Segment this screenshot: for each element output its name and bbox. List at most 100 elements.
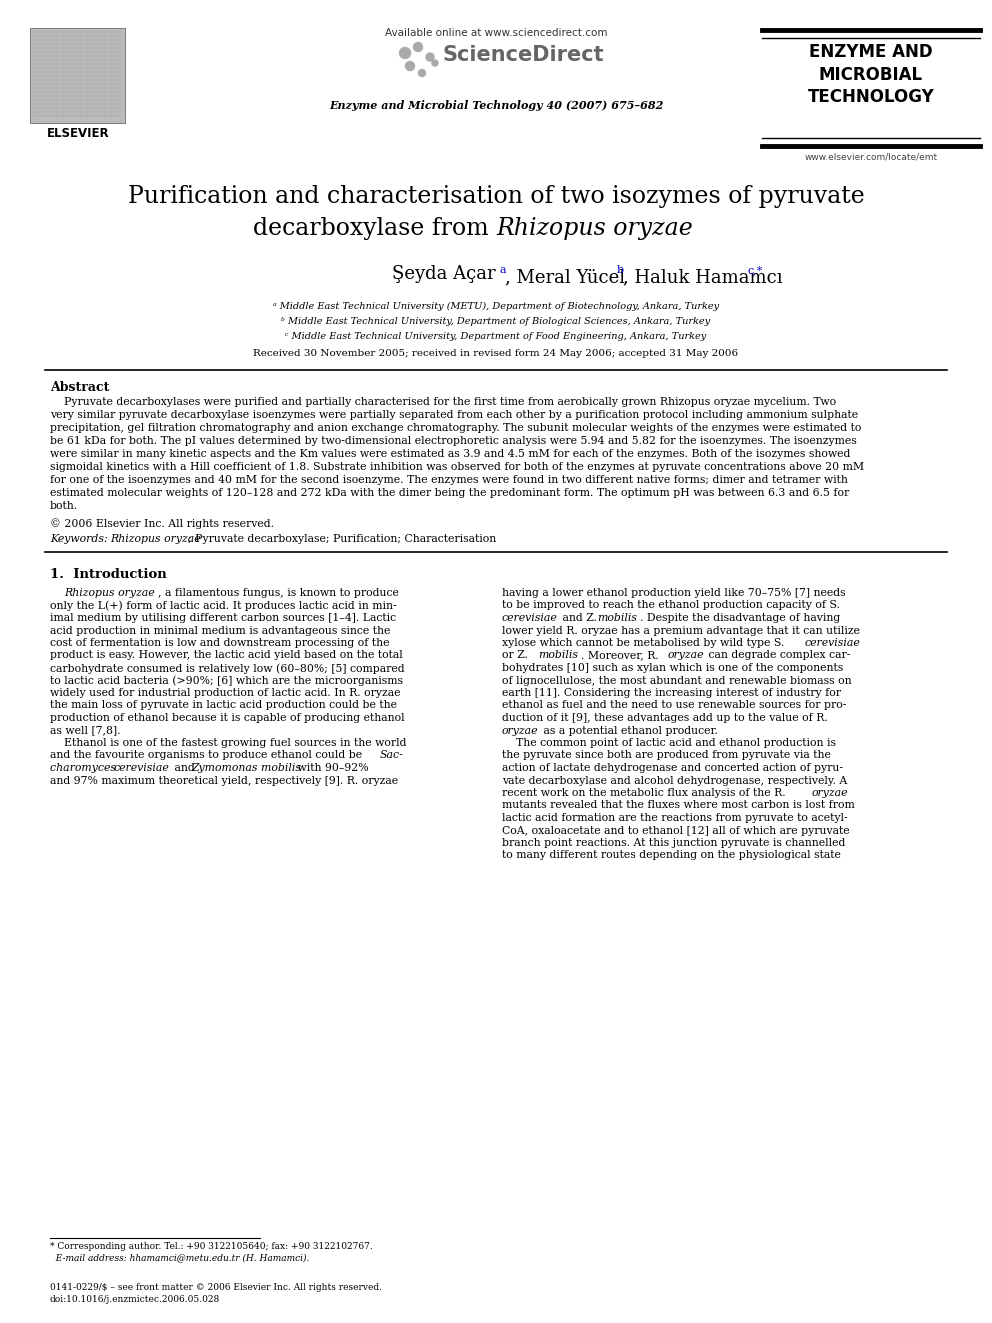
Text: The common point of lactic acid and ethanol production is: The common point of lactic acid and etha… bbox=[502, 738, 836, 747]
Text: b: b bbox=[617, 265, 624, 275]
Text: Pyruvate decarboxylases were purified and partially characterised for the first : Pyruvate decarboxylases were purified an… bbox=[50, 397, 836, 407]
Text: vate decarboxylase and alcohol dehydrogenase, respectively. A: vate decarboxylase and alcohol dehydroge… bbox=[502, 775, 847, 786]
Text: action of lactate dehydrogenase and concerted action of pyru-: action of lactate dehydrogenase and conc… bbox=[502, 763, 843, 773]
Text: earth [11]. Considering the increasing interest of industry for: earth [11]. Considering the increasing i… bbox=[502, 688, 841, 699]
Text: ENZYME AND: ENZYME AND bbox=[809, 44, 932, 61]
Text: Zymomonas mobilis: Zymomonas mobilis bbox=[191, 763, 301, 773]
Text: cerevisiae: cerevisiae bbox=[114, 763, 170, 773]
Text: mobilis: mobilis bbox=[597, 613, 637, 623]
Text: Abstract: Abstract bbox=[50, 381, 109, 394]
Text: c,*: c,* bbox=[748, 265, 764, 275]
Text: cost of fermentation is low and downstream processing of the: cost of fermentation is low and downstre… bbox=[50, 638, 390, 648]
Text: www.elsevier.com/locate/emt: www.elsevier.com/locate/emt bbox=[805, 152, 937, 161]
Text: xylose which cannot be metabolised by wild type S.: xylose which cannot be metabolised by wi… bbox=[502, 638, 788, 648]
Text: to lactic acid bacteria (>90%; [6] which are the microorganisms: to lactic acid bacteria (>90%; [6] which… bbox=[50, 676, 403, 687]
Text: recent work on the metabolic flux analysis of the R.: recent work on the metabolic flux analys… bbox=[502, 789, 789, 798]
Text: widely used for industrial production of lactic acid. In R. oryzae: widely used for industrial production of… bbox=[50, 688, 401, 699]
Circle shape bbox=[432, 60, 438, 66]
Text: ethanol as fuel and the need to use renewable sources for pro-: ethanol as fuel and the need to use rene… bbox=[502, 700, 846, 710]
Text: were similar in many kinetic aspects and the Km values were estimated as 3.9 and: were similar in many kinetic aspects and… bbox=[50, 448, 850, 459]
Text: precipitation, gel filtration chromatography and anion exchange chromatography. : precipitation, gel filtration chromatogr… bbox=[50, 423, 861, 433]
Circle shape bbox=[419, 70, 426, 77]
Text: Received 30 November 2005; received in revised form 24 May 2006; accepted 31 May: Received 30 November 2005; received in r… bbox=[253, 349, 739, 359]
Text: MICROBIAL: MICROBIAL bbox=[819, 66, 924, 83]
Text: Enzyme and Microbial Technology 40 (2007) 675–682: Enzyme and Microbial Technology 40 (2007… bbox=[328, 101, 664, 111]
Text: only the L(+) form of lactic acid. It produces lactic acid in min-: only the L(+) form of lactic acid. It pr… bbox=[50, 601, 397, 611]
Text: Available online at www.sciencedirect.com: Available online at www.sciencedirect.co… bbox=[385, 28, 607, 38]
Text: sigmoidal kinetics with a Hill coefficient of 1.8. Substrate inhibition was obse: sigmoidal kinetics with a Hill coefficie… bbox=[50, 462, 864, 472]
Text: © 2006 Elsevier Inc. All rights reserved.: © 2006 Elsevier Inc. All rights reserved… bbox=[50, 519, 274, 529]
Text: Şeyda Açar: Şeyda Açar bbox=[393, 265, 496, 283]
Text: Rhizopus oryzae: Rhizopus oryzae bbox=[64, 587, 155, 598]
Text: can degrade complex car-: can degrade complex car- bbox=[705, 651, 850, 660]
Text: cerevisiae: cerevisiae bbox=[805, 638, 861, 648]
Text: oryzae: oryzae bbox=[502, 725, 539, 736]
Text: be 61 kDa for both. The pI values determined by two-dimensional electrophoretic : be 61 kDa for both. The pI values determ… bbox=[50, 437, 857, 446]
Text: the pyruvate since both are produced from pyruvate via the: the pyruvate since both are produced fro… bbox=[502, 750, 831, 761]
Text: , Meral Yücel: , Meral Yücel bbox=[505, 269, 625, 286]
Text: Rhizopus oryzae: Rhizopus oryzae bbox=[496, 217, 692, 239]
Text: and 97% maximum theoretical yield, respectively [9]. R. oryzae: and 97% maximum theoretical yield, respe… bbox=[50, 775, 398, 786]
Text: lower yield R. oryzae has a premium advantage that it can utilize: lower yield R. oryzae has a premium adva… bbox=[502, 626, 860, 635]
Text: very similar pyruvate decarboxylase isoenzymes were partially separated from eac: very similar pyruvate decarboxylase isoe… bbox=[50, 410, 858, 419]
Text: carbohydrate consumed is relatively low (60–80%; [5] compared: carbohydrate consumed is relatively low … bbox=[50, 663, 405, 673]
Text: doi:10.1016/j.enzmictec.2006.05.028: doi:10.1016/j.enzmictec.2006.05.028 bbox=[50, 1295, 220, 1304]
Text: ; Pyruvate decarboxylase; Purification; Characterisation: ; Pyruvate decarboxylase; Purification; … bbox=[188, 534, 496, 544]
Text: to many different routes depending on the physiological state: to many different routes depending on th… bbox=[502, 851, 841, 860]
Circle shape bbox=[414, 42, 423, 52]
Text: both.: both. bbox=[50, 501, 78, 511]
Text: and the favourite organisms to produce ethanol could be: and the favourite organisms to produce e… bbox=[50, 750, 366, 761]
Text: oryzae: oryzae bbox=[668, 651, 704, 660]
Text: cerevisiae: cerevisiae bbox=[502, 613, 558, 623]
Text: product is easy. However, the lactic acid yield based on the total: product is easy. However, the lactic aci… bbox=[50, 651, 403, 660]
Text: , a filamentous fungus, is known to produce: , a filamentous fungus, is known to prod… bbox=[158, 587, 399, 598]
Text: duction of it [9], these advantages add up to the value of R.: duction of it [9], these advantages add … bbox=[502, 713, 827, 722]
Text: and: and bbox=[171, 763, 198, 773]
Text: charomyces: charomyces bbox=[50, 763, 119, 773]
Text: as a potential ethanol producer.: as a potential ethanol producer. bbox=[540, 725, 718, 736]
Text: imal medium by utilising different carbon sources [1–4]. Lactic: imal medium by utilising different carbo… bbox=[50, 613, 396, 623]
Text: . Moreover, R.: . Moreover, R. bbox=[581, 651, 663, 660]
Text: ᵃ Middle East Technical University (METU), Department of Biotechnology, Ankara, : ᵃ Middle East Technical University (METU… bbox=[273, 302, 719, 311]
Text: decarboxylase from: decarboxylase from bbox=[253, 217, 496, 239]
Text: . Despite the disadvantage of having: . Despite the disadvantage of having bbox=[640, 613, 840, 623]
Text: Ethanol is one of the fastest growing fuel sources in the world: Ethanol is one of the fastest growing fu… bbox=[50, 738, 407, 747]
Text: of lignocellulose, the most abundant and renewable biomass on: of lignocellulose, the most abundant and… bbox=[502, 676, 851, 685]
Circle shape bbox=[426, 53, 434, 61]
Text: Rhizopus oryzae: Rhizopus oryzae bbox=[110, 534, 200, 544]
Text: E-mail address: hhamamci@metu.edu.tr (H. Hamamci).: E-mail address: hhamamci@metu.edu.tr (H.… bbox=[50, 1253, 310, 1262]
Text: 0141-0229/$ – see front matter © 2006 Elsevier Inc. All rights reserved.: 0141-0229/$ – see front matter © 2006 El… bbox=[50, 1283, 382, 1293]
Text: ᶜ Middle East Technical University, Department of Food Engineering, Ankara, Turk: ᶜ Middle East Technical University, Depa… bbox=[286, 332, 706, 341]
Text: mutants revealed that the fluxes where most carbon is lost from: mutants revealed that the fluxes where m… bbox=[502, 800, 855, 811]
Text: acid production in minimal medium is advantageous since the: acid production in minimal medium is adv… bbox=[50, 626, 391, 635]
Text: having a lower ethanol production yield like 70–75% [7] needs: having a lower ethanol production yield … bbox=[502, 587, 845, 598]
Text: 1.  Introduction: 1. Introduction bbox=[50, 568, 167, 581]
Text: as well [7,8].: as well [7,8]. bbox=[50, 725, 120, 736]
Text: with 90–92%: with 90–92% bbox=[294, 763, 369, 773]
Text: Sac-: Sac- bbox=[380, 750, 404, 761]
Text: the main loss of pyruvate in lactic acid production could be the: the main loss of pyruvate in lactic acid… bbox=[50, 700, 397, 710]
Text: * Corresponding author. Tel.: +90 3122105640; fax: +90 3122102767.: * Corresponding author. Tel.: +90 312210… bbox=[50, 1242, 373, 1252]
Text: ᵇ Middle East Technical University, Department of Biological Sciences, Ankara, T: ᵇ Middle East Technical University, Depa… bbox=[282, 318, 710, 325]
Text: mobilis: mobilis bbox=[538, 651, 578, 660]
Text: bohydrates [10] such as xylan which is one of the components: bohydrates [10] such as xylan which is o… bbox=[502, 663, 843, 673]
Text: production of ethanol because it is capable of producing ethanol: production of ethanol because it is capa… bbox=[50, 713, 405, 722]
Text: or Z.: or Z. bbox=[502, 651, 532, 660]
Text: , Haluk Hamamcı: , Haluk Hamamcı bbox=[623, 269, 783, 286]
Text: ScienceDirect: ScienceDirect bbox=[443, 45, 605, 65]
Text: for one of the isoenzymes and 40 mM for the second isoenzyme. The enzymes were f: for one of the isoenzymes and 40 mM for … bbox=[50, 475, 848, 486]
Text: branch point reactions. At this junction pyruvate is channelled: branch point reactions. At this junction… bbox=[502, 837, 845, 848]
Text: ELSEVIER: ELSEVIER bbox=[47, 127, 109, 140]
Text: to be improved to reach the ethanol production capacity of S.: to be improved to reach the ethanol prod… bbox=[502, 601, 840, 610]
Text: lactic acid formation are the reactions from pyruvate to acetyl-: lactic acid formation are the reactions … bbox=[502, 814, 847, 823]
Text: estimated molecular weights of 120–128 and 272 kDa with the dimer being the pred: estimated molecular weights of 120–128 a… bbox=[50, 488, 849, 497]
Text: oryzae: oryzae bbox=[812, 789, 848, 798]
Circle shape bbox=[406, 61, 415, 70]
Text: and Z.: and Z. bbox=[559, 613, 600, 623]
Text: CoA, oxaloacetate and to ethanol [12] all of which are pyruvate: CoA, oxaloacetate and to ethanol [12] al… bbox=[502, 826, 849, 836]
Bar bbox=[30, 28, 125, 123]
Text: a: a bbox=[499, 265, 506, 275]
Circle shape bbox=[400, 48, 411, 58]
Text: TECHNOLOGY: TECHNOLOGY bbox=[807, 89, 934, 106]
Text: Purification and characterisation of two isozymes of pyruvate: Purification and characterisation of two… bbox=[128, 185, 864, 208]
